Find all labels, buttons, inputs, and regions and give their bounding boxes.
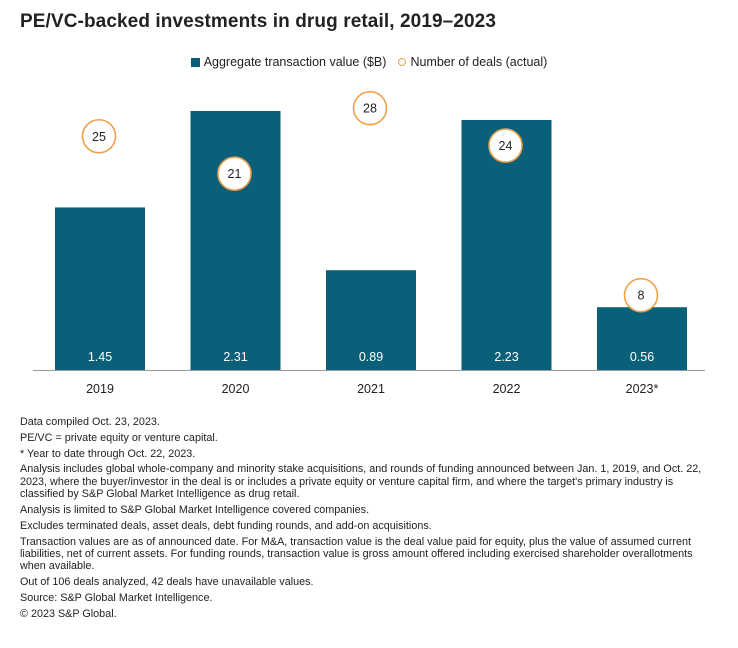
deal-count-marker: [352, 90, 388, 126]
legend-item-value: Aggregate transaction value ($B): [190, 55, 387, 69]
footnote-2: * Year to date through Oct. 22, 2023.: [20, 447, 196, 460]
deal-count-label: 8: [638, 289, 645, 303]
bar-2020: [190, 111, 281, 370]
deal-count-label: 24: [499, 139, 513, 153]
footnote-0: Data compiled Oct. 23, 2023.: [20, 416, 160, 428]
footnote-3: Analysis includes global whole-company a…: [20, 463, 702, 501]
footnote-8: Source: S&P Global Market Intelligence.: [20, 592, 213, 604]
footnote-5: Excludes terminated deals, asset deals, …: [20, 519, 432, 532]
legend-bar-swatch: [190, 57, 200, 67]
deal-count-marker: [217, 156, 252, 191]
footnote-6: Transaction values are as of announced d…: [20, 535, 693, 573]
footnote-4: Analysis is limited to S&P Global Market…: [20, 504, 370, 516]
deal-count-label: 25: [92, 130, 106, 144]
footnotes: Data compiled Oct. 23, 2023. PE/VC = priv…: [20, 416, 720, 624]
bar-value-label: 1.45: [88, 350, 112, 364]
bar-value-label: 2.31: [223, 350, 247, 364]
x-tick-label: 2021: [357, 382, 385, 396]
x-tick-label: 2022: [493, 382, 521, 396]
legend-circle-label: Number of deals (actual): [410, 55, 548, 69]
deal-count-label: 28: [363, 102, 377, 116]
footnote-1: PE/VC = private equity or venture capita…: [20, 431, 218, 444]
footnote-7: Out of 106 deals analyzed, 42 deals have…: [20, 576, 314, 589]
deal-count-label: 21: [228, 167, 242, 181]
bar-chart: 1.45 2019 25 2.31 2020 21 0.89 2021 28 2.23 2022 24…: [33, 90, 705, 396]
legend: Aggregate transaction value ($B) Number …: [0, 55, 738, 69]
deal-count-marker: [623, 277, 659, 313]
footnote-9: © 2023 S&P Global.: [20, 607, 117, 620]
deal-count-marker: [488, 128, 523, 163]
x-tick-label: 2020: [222, 382, 250, 396]
bar-value-label: 0.89: [359, 350, 383, 364]
legend-item-deals: Number of deals (actual): [398, 55, 547, 69]
bar-value-label: 0.56: [630, 350, 654, 364]
bar-value-label: 2.23: [494, 350, 518, 364]
bar-2021: [326, 270, 416, 370]
x-tick-label: 2019: [86, 382, 114, 396]
deal-count-marker: [81, 118, 117, 154]
bar-2019: [55, 207, 145, 370]
x-tick-label: 2023*: [626, 382, 659, 396]
chart-title: PE/VC-backed investments in drug retail,…: [20, 11, 496, 32]
legend-bar-label: Aggregate transaction value ($B): [203, 55, 387, 69]
bar-2023*: [597, 307, 687, 370]
legend-circle-swatch: [398, 58, 407, 66]
